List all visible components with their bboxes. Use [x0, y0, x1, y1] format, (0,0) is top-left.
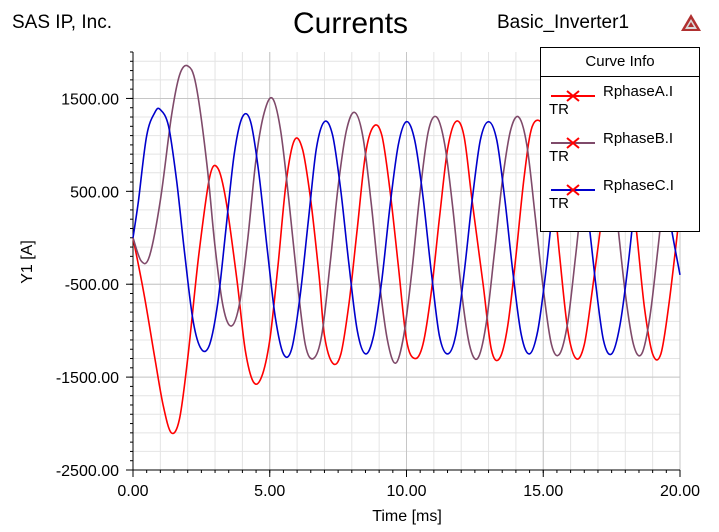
y-tick-label: -500.00 [65, 277, 119, 294]
legend-item-rphaseb[interactable]: RphaseB.I TR [541, 124, 699, 171]
legend[interactable]: Curve Info RphaseA.I TR RphaseB.I TR Rph… [540, 47, 700, 232]
axis-ticks [126, 51, 681, 477]
legend-label-rphasec: RphaseC.I [603, 177, 674, 194]
series-line-rphasea-i [132, 119, 681, 435]
legend-suffix-rphasea: TR [549, 101, 569, 118]
legend-swatch-rphasea-icon [551, 90, 595, 102]
y-tick-label: 500.00 [70, 184, 119, 201]
x-tick-label: 5.00 [254, 483, 285, 500]
y-axis-label: Y1 [A] [19, 240, 36, 284]
legend-item-rphasea[interactable]: RphaseA.I TR [541, 77, 699, 124]
x-tick-label: 15.00 [523, 483, 563, 500]
project-name: Basic_Inverter1 [497, 12, 630, 33]
legend-suffix-rphaseb: TR [549, 148, 569, 165]
chart-title: Currents [293, 7, 409, 40]
y-tick-label: -2500.00 [56, 463, 119, 480]
y-tick-label: 1500.00 [61, 91, 119, 108]
x-tick-labels: 0.00 5.00 10.00 15.00 20.00 [117, 483, 700, 500]
legend-suffix-rphasec: TR [549, 195, 569, 212]
legend-title: Curve Info [541, 48, 699, 77]
company-name: SAS IP, Inc. [12, 12, 112, 33]
legend-item-rphasec[interactable]: RphaseC.I TR [541, 171, 699, 218]
x-axis-label: Time [ms] [372, 508, 442, 525]
x-tick-label: 0.00 [117, 483, 148, 500]
legend-swatch-rphaseb-icon [551, 137, 595, 149]
y-tick-label: -1500.00 [56, 370, 119, 387]
ansys-logo-icon [681, 14, 701, 31]
legend-label-rphaseb: RphaseB.I [603, 130, 674, 147]
legend-label-rphasea: RphaseA.I [603, 83, 674, 100]
legend-swatch-rphasec-icon [551, 184, 595, 196]
x-tick-label: 20.00 [660, 483, 700, 500]
y-tick-labels: -2500.00 -1500.00 -500.00 500.00 1500.00 [56, 91, 119, 480]
x-tick-label: 10.00 [386, 483, 426, 500]
